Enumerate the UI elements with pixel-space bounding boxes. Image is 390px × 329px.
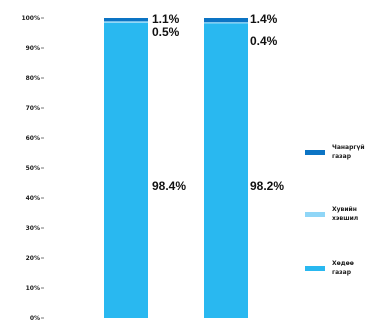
legend-label: Чанаргүй газар	[332, 144, 365, 160]
y-tick-label: 60%	[26, 135, 40, 142]
legend: Чанаргүй газар Хувийн хэвшил Хөдөө газар	[305, 144, 365, 276]
bar-segment-2-2	[204, 22, 248, 24]
legend-swatch	[305, 150, 325, 155]
legend-label: Хувийн хэвшил	[332, 206, 358, 222]
legend-swatch	[305, 212, 325, 217]
data-label: 0.5%	[152, 25, 180, 39]
bar-segment-1-2	[104, 21, 148, 23]
bars	[104, 18, 248, 319]
y-tick-label: 20%	[26, 255, 40, 262]
bar-segment-2-3	[204, 18, 248, 23]
y-tick-label: 90%	[26, 45, 40, 52]
y-tick-label: 80%	[26, 75, 40, 82]
y-axis: 0% 10% 20% 30% 40% 50% 60% 70% 80% 90% 100%	[21, 15, 44, 322]
bar-segment-1-1	[104, 22, 148, 319]
y-tick-label: 10%	[26, 285, 40, 292]
data-label: 1.4%	[250, 12, 278, 26]
y-tick-label: 40%	[26, 195, 40, 202]
data-label: 1.1%	[152, 12, 180, 26]
data-label: 0.4%	[250, 34, 278, 48]
y-tick-label: 100%	[21, 15, 40, 22]
legend-label: Хөдөө газар	[332, 260, 354, 276]
data-label: 98.4%	[152, 179, 186, 193]
data-label: 98.2%	[250, 179, 284, 193]
y-tick-label: 70%	[26, 105, 40, 112]
y-tick-label: 50%	[26, 165, 40, 172]
y-tick-label: 0%	[30, 315, 40, 322]
bar-segment-2-1	[204, 23, 248, 319]
bar-segment-1-3	[104, 18, 148, 22]
y-tick-label: 30%	[26, 225, 40, 232]
legend-swatch	[305, 266, 325, 271]
data-labels: 98.4% 0.5%1.1% 98.2% 0.4% 1.4%	[152, 12, 284, 193]
